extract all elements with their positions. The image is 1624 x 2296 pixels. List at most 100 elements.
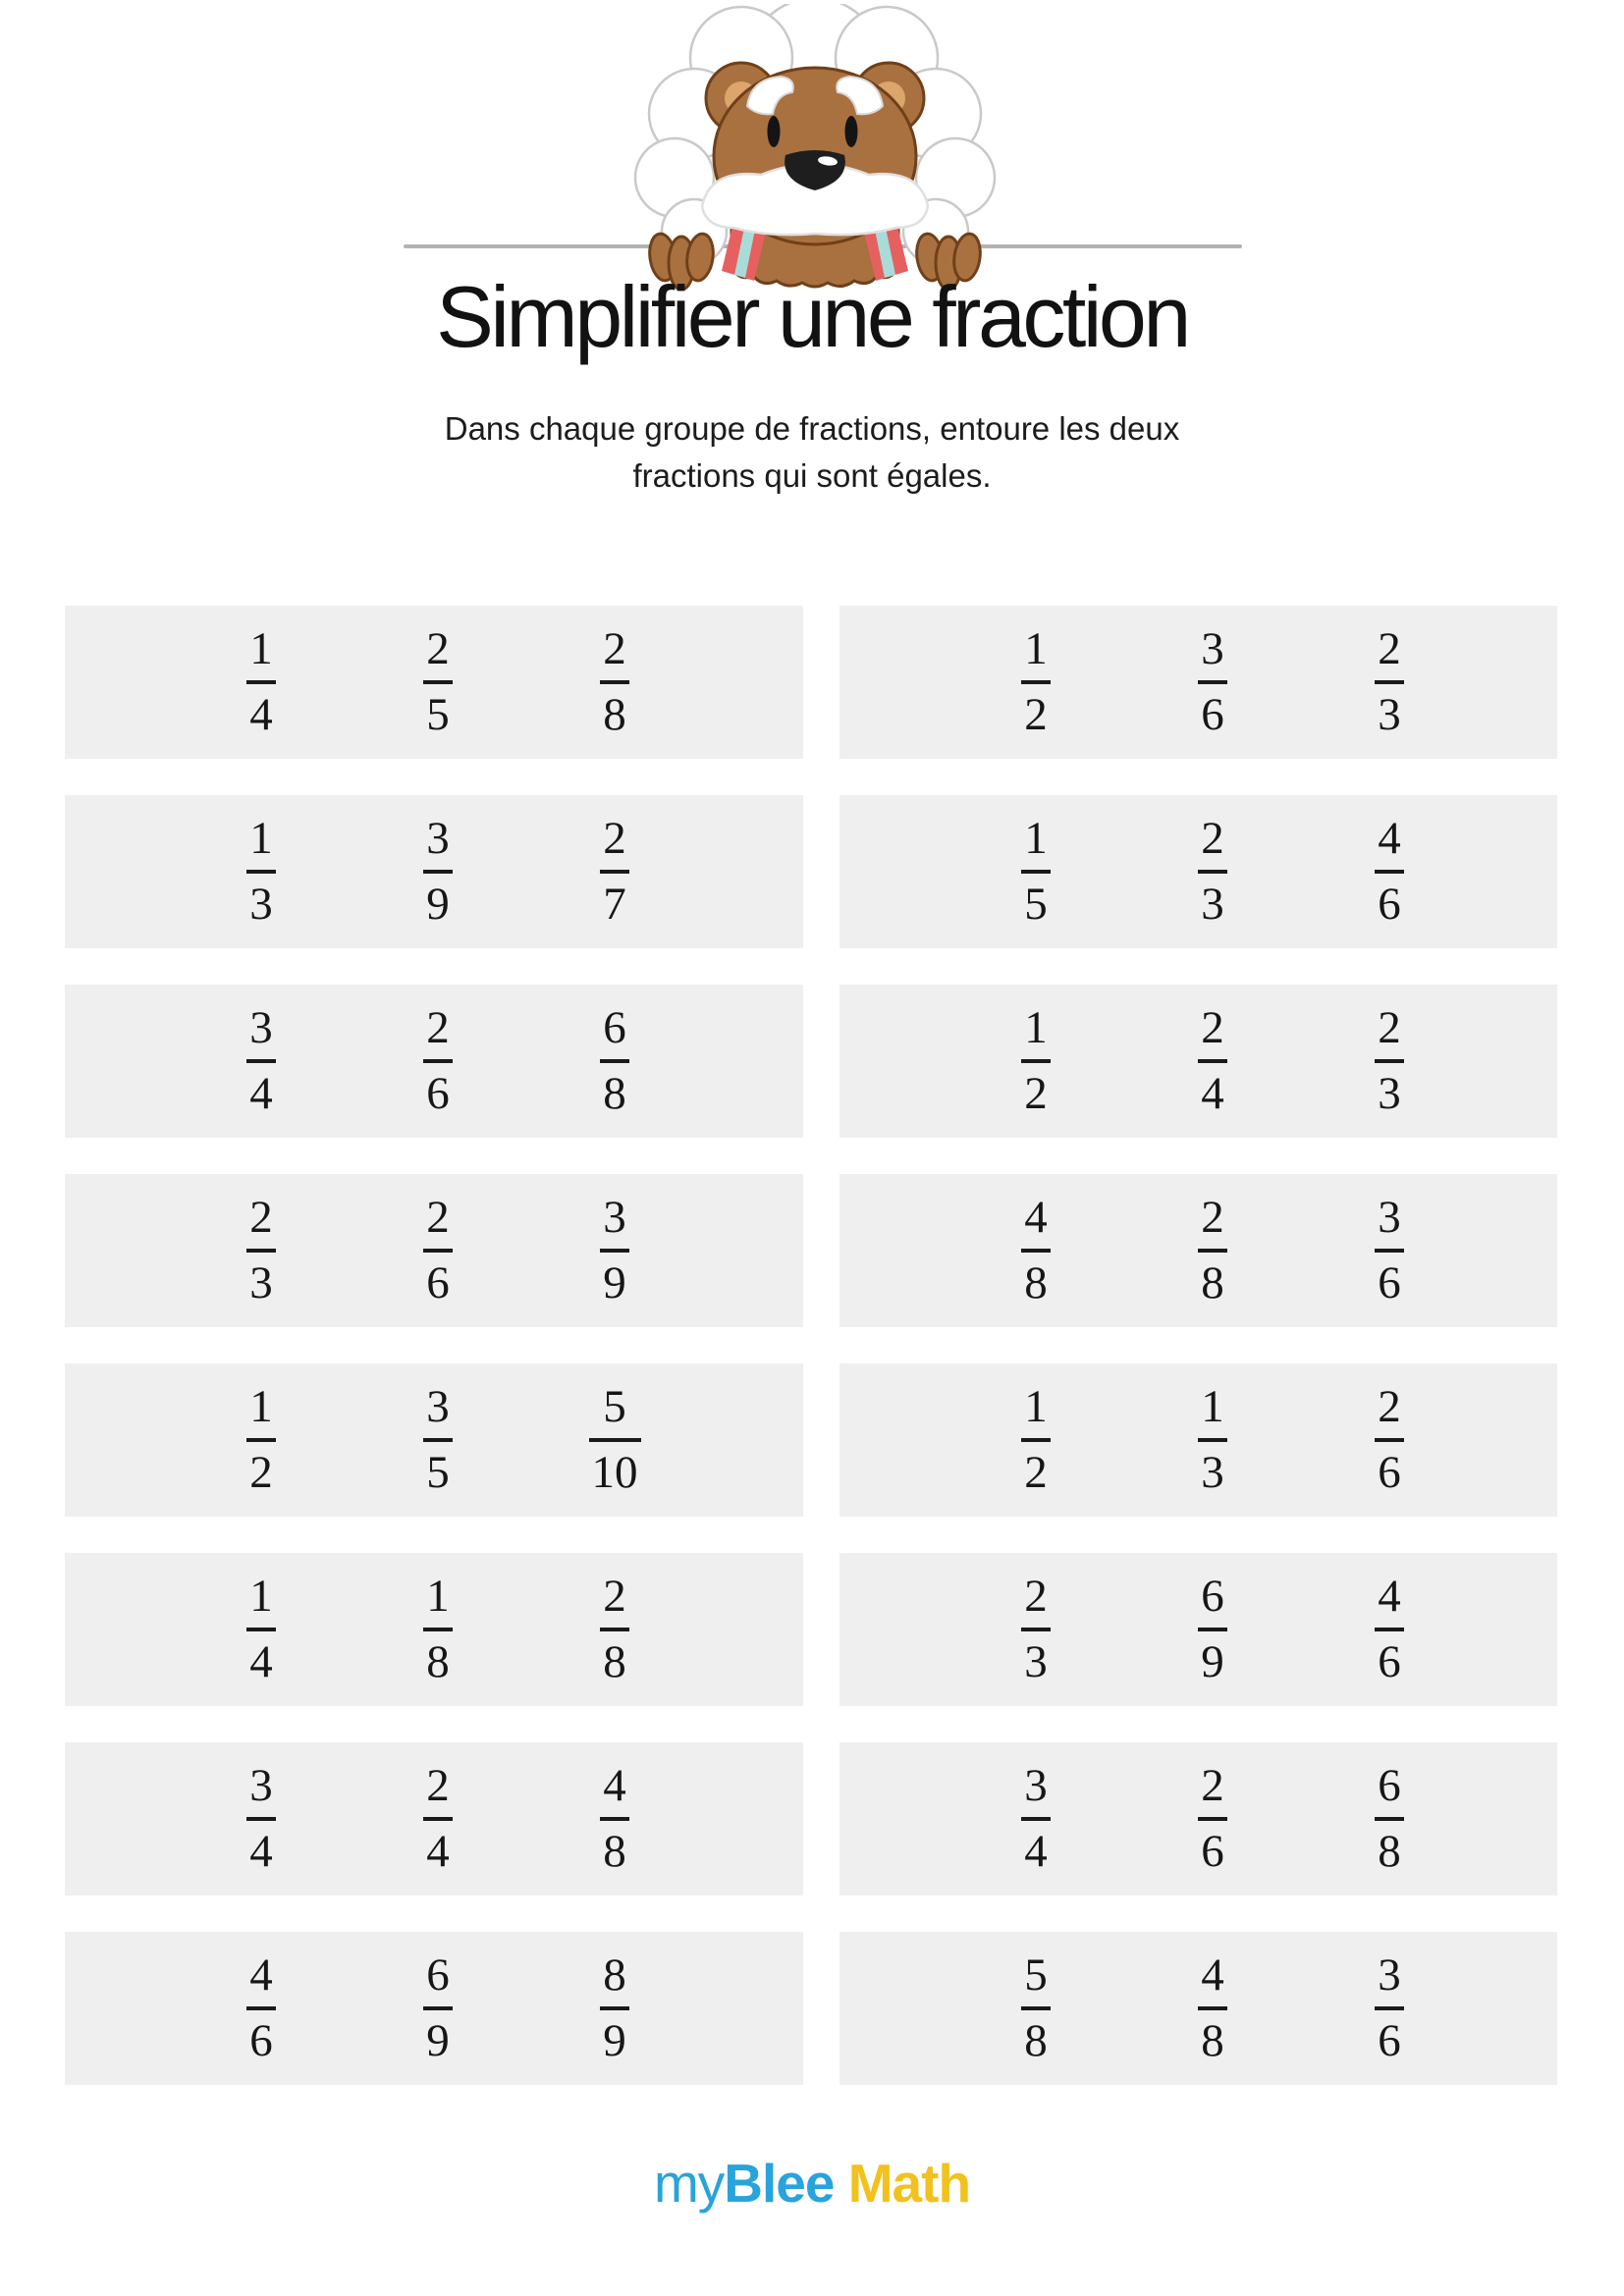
fraction-bar bbox=[1021, 1249, 1051, 1253]
fraction[interactable]: 5 10 bbox=[546, 1384, 683, 1496]
numerator: 1 bbox=[1201, 1381, 1224, 1432]
denominator: 6 bbox=[1378, 1636, 1401, 1687]
numerator: 6 bbox=[603, 1002, 626, 1053]
numerator: 6 bbox=[1201, 1571, 1224, 1622]
denominator: 8 bbox=[603, 1068, 626, 1119]
denominator: 2 bbox=[1024, 1068, 1048, 1119]
fraction-bar bbox=[246, 870, 276, 874]
numerator: 1 bbox=[249, 1571, 273, 1622]
fraction-bar bbox=[423, 1628, 453, 1631]
numerator: 1 bbox=[1024, 1381, 1048, 1432]
fraction-bar bbox=[246, 1438, 276, 1442]
fraction-bar bbox=[600, 1059, 629, 1063]
fraction-bar bbox=[600, 2006, 629, 2010]
denominator: 10 bbox=[591, 1447, 638, 1498]
numerator: 3 bbox=[426, 1381, 450, 1432]
fraction-bar bbox=[1375, 1628, 1404, 1631]
logo-my: my bbox=[653, 2153, 725, 2214]
fraction-bar bbox=[1375, 1817, 1404, 1821]
numerator: 4 bbox=[1024, 1192, 1048, 1243]
denominator: 8 bbox=[426, 1636, 450, 1687]
denominator: 3 bbox=[1201, 1447, 1224, 1498]
numerator: 2 bbox=[603, 813, 626, 864]
fraction-bar bbox=[1375, 2006, 1404, 2010]
denominator: 6 bbox=[1378, 2015, 1401, 2066]
numerator: 2 bbox=[426, 1760, 450, 1811]
denominator: 4 bbox=[1024, 1826, 1048, 1877]
fraction-bar bbox=[423, 1249, 453, 1253]
fraction-bar bbox=[246, 680, 276, 684]
numerator: 3 bbox=[249, 1002, 273, 1053]
denominator: 2 bbox=[1024, 689, 1048, 740]
fraction-bar bbox=[1198, 2006, 1227, 2010]
fraction-bar bbox=[1021, 680, 1051, 684]
denominator: 9 bbox=[426, 2015, 450, 2066]
fraction-bar bbox=[1198, 1059, 1227, 1063]
fraction-bar bbox=[600, 870, 629, 874]
fraction-bar bbox=[1375, 1438, 1404, 1442]
